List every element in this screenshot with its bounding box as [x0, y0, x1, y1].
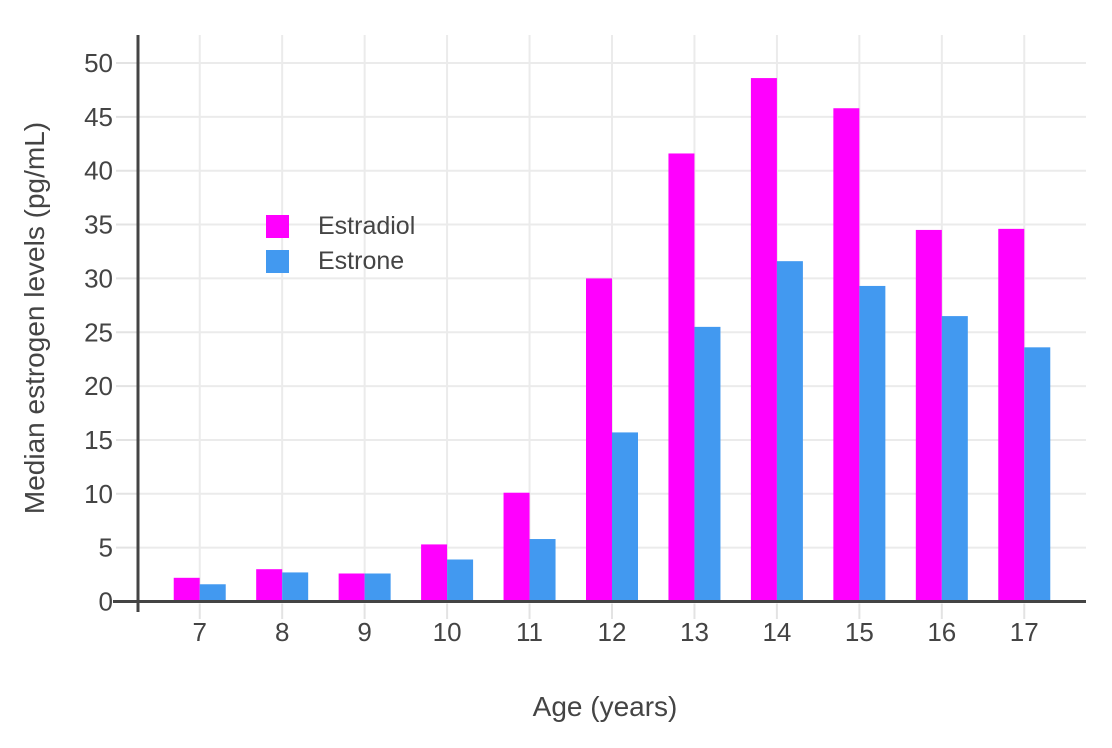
- bar-estradiol-age-13: [668, 153, 695, 602]
- legend-item-estradiol[interactable]: Estradiol: [266, 212, 416, 240]
- estradiol-legend-swatch: [266, 215, 289, 238]
- y-tick-label: 25: [84, 317, 113, 347]
- y-tick-label: 40: [84, 156, 113, 186]
- y-tick-label: 30: [84, 263, 113, 293]
- bar-estradiol-age-12: [586, 278, 612, 602]
- x-tick-labels: 7 8 9 10 11 12 13 14 15 16 17: [192, 617, 1038, 647]
- x-tick-label: 11: [516, 617, 543, 647]
- y-tick-label: 15: [84, 425, 113, 455]
- bar-estradiol-age-7: [173, 577, 200, 602]
- y-tick-label: 5: [99, 533, 113, 563]
- bar-estrone-age-10: [447, 559, 474, 602]
- estrone-legend-swatch: [266, 250, 289, 273]
- y-tick-label: 50: [84, 48, 113, 78]
- tick-marks: [116, 62, 1026, 619]
- bar-estrone-age-12: [612, 432, 638, 602]
- axis-lines: [113, 35, 1086, 612]
- estradiol-legend-label: Estradiol: [318, 212, 416, 240]
- x-tick-label: 16: [927, 617, 956, 647]
- y-tick-label: 10: [84, 479, 113, 509]
- bar-estradiol-age-17: [998, 228, 1025, 602]
- bar-estrone-age-14: [776, 261, 803, 602]
- x-tick-label: 17: [1010, 617, 1039, 647]
- bar-estrone-age-17: [1024, 347, 1051, 602]
- legend: Estradiol Estrone: [266, 212, 416, 275]
- x-tick-label: 7: [192, 617, 206, 647]
- bar-estrone-age-8: [282, 572, 309, 602]
- bar-estrone-age-13: [694, 326, 721, 602]
- y-tick-label: 20: [84, 371, 113, 401]
- x-tick-label: 12: [598, 617, 627, 647]
- y-tick-label: 45: [84, 102, 113, 132]
- y-tick-labels: 0 5 10 15 20 25 30 35 40 45 50: [84, 48, 113, 616]
- bar-estradiol-age-16: [915, 229, 942, 602]
- bar-estrone-age-11: [529, 539, 556, 602]
- y-tick-label: 0: [99, 587, 113, 617]
- bar-estradiol-age-10: [421, 544, 448, 602]
- bar-estrone-age-7: [199, 584, 226, 602]
- legend-item-estrone[interactable]: Estrone: [266, 247, 415, 275]
- bars: [173, 78, 1051, 602]
- x-axis-title: Age (years): [532, 691, 678, 722]
- x-tick-label: 15: [845, 617, 874, 647]
- x-tick-label: 8: [275, 617, 289, 647]
- x-tick-label: 10: [433, 617, 462, 647]
- bar-estradiol-age-9: [338, 573, 365, 602]
- bar-estradiol-age-8: [256, 569, 283, 602]
- bar-estradiol-age-11: [503, 492, 530, 602]
- bar-estradiol-age-15: [833, 108, 860, 602]
- y-axis-title: Median estrogen levels (pg/mL): [19, 121, 50, 515]
- x-tick-label: 9: [357, 617, 371, 647]
- estrone-legend-label: Estrone: [318, 247, 405, 275]
- bar-estradiol-age-14: [750, 78, 777, 602]
- x-tick-label: 13: [680, 617, 709, 647]
- y-tick-label: 35: [84, 210, 113, 240]
- bar-estrone-age-15: [859, 285, 886, 602]
- bar-estrone-age-16: [941, 316, 968, 602]
- bar-estrone-age-9: [364, 573, 391, 602]
- x-tick-label: 14: [762, 617, 791, 647]
